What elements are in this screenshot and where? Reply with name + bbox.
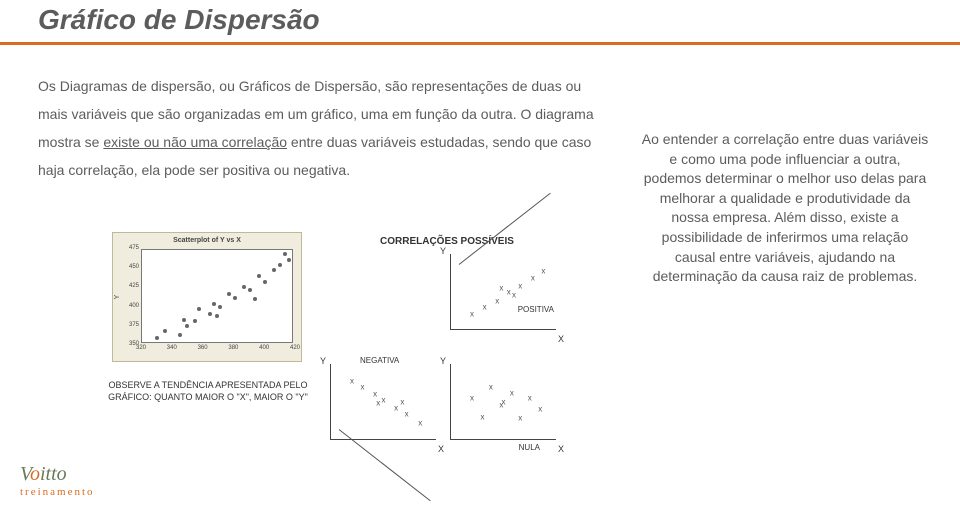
logo-pre: V xyxy=(20,463,30,485)
logo-o: o xyxy=(30,463,40,485)
scatter-plot-area xyxy=(141,249,293,343)
x-label: X xyxy=(558,444,564,454)
accent-bar xyxy=(0,42,960,45)
observe-note: OBSERVE A TENDÊNCIA APRESENTADA PELO GRÁ… xyxy=(108,380,308,403)
mini-chart-null: Y xxxxxxxxx X NULA xyxy=(440,360,560,450)
x-label: X xyxy=(558,334,564,344)
mini-axes: xxxxxxxxx xyxy=(450,254,556,330)
body-paragraph: Os Diagramas de dispersão, ou Gráficos d… xyxy=(38,72,598,184)
label-positive: POSITIVA xyxy=(518,305,554,314)
page-title: Gráfico de Dispersão xyxy=(38,4,320,36)
label-negative: NEGATIVA xyxy=(360,356,399,365)
mini-axes: xxxxxxxxx xyxy=(330,364,436,440)
brand-logo: Voitto treinamento xyxy=(20,463,95,498)
logo-sub: treinamento xyxy=(20,486,95,498)
label-null: NULA xyxy=(519,443,540,452)
side-paragraph: Ao entender a correlação entre duas vari… xyxy=(640,130,930,287)
scatter-chart: Scatterplot of Y vs X Y 3503754004254504… xyxy=(112,232,302,362)
y-label: Y xyxy=(440,356,446,366)
y-label: Y xyxy=(440,246,446,256)
mini-chart-negative: Y xxxxxxxxx X NEGATIVA xyxy=(320,360,440,450)
logo-post: itto xyxy=(40,463,67,485)
mini-chart-positive: Y xxxxxxxxx X POSITIVA xyxy=(440,250,560,340)
scatter-title: Scatterplot of Y vs X xyxy=(113,237,301,244)
y-label: Y xyxy=(320,356,326,366)
mini-axes: xxxxxxxxx xyxy=(450,364,556,440)
scatter-y-axis-label: Y xyxy=(114,295,121,300)
